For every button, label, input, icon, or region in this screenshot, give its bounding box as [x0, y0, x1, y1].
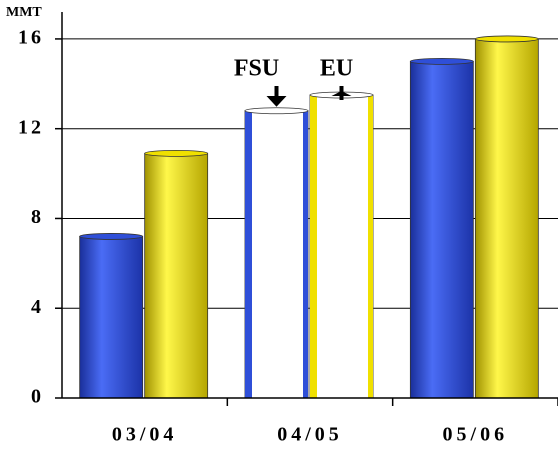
bar — [309, 94, 374, 399]
x-tick-label: 05/06 — [443, 424, 509, 446]
y-tick-label: 8 — [31, 206, 44, 228]
bar-cap — [409, 57, 474, 65]
bar-edge — [368, 95, 373, 398]
bar — [474, 38, 539, 399]
bar-cap — [144, 149, 209, 157]
bar-edge — [245, 110, 252, 398]
annotation: EU — [320, 56, 353, 82]
x-tick-label: 04/05 — [277, 424, 343, 446]
bar — [144, 152, 209, 399]
bar-cap — [474, 35, 539, 43]
y-tick-label: 4 — [31, 296, 44, 318]
y-tick-label: 12 — [18, 116, 44, 138]
bar-cap — [79, 233, 144, 240]
annotation-arrowhead — [266, 96, 287, 107]
bar-cap — [244, 107, 309, 115]
annotation: FSU — [234, 56, 279, 82]
bar — [79, 236, 144, 399]
bar-edge — [303, 110, 308, 398]
bar — [409, 60, 474, 399]
x-tick-label: 03/04 — [112, 424, 178, 446]
y-tick-label: 0 — [31, 386, 44, 408]
bar — [244, 110, 309, 399]
y-tick-label: 16 — [18, 27, 44, 49]
y-axis-label: MMT — [6, 5, 42, 20]
annotation-arrowhead — [331, 91, 352, 96]
bar-edge — [310, 95, 317, 398]
